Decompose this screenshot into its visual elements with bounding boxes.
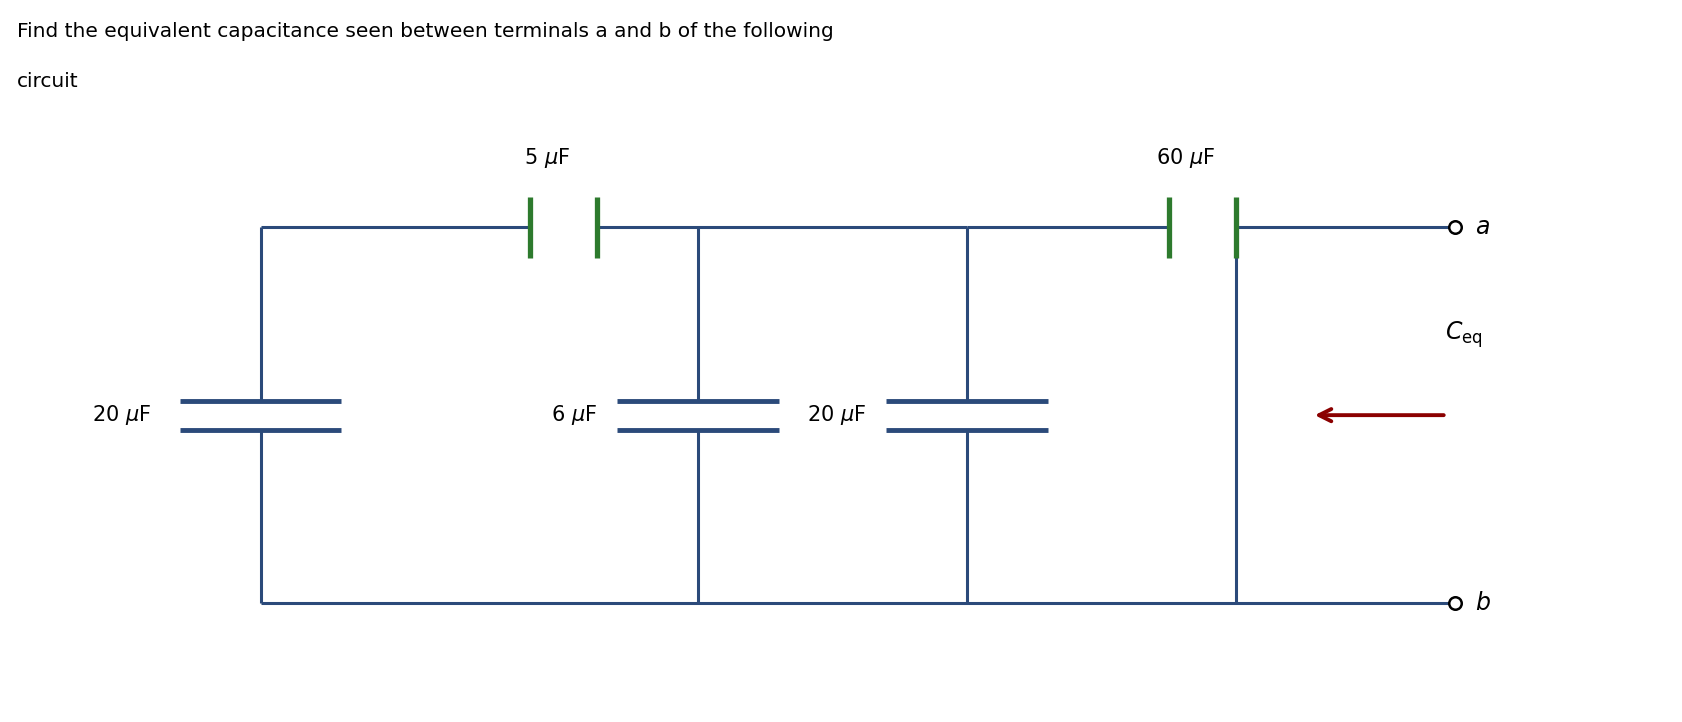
Text: $20\ \mu\mathrm{F}$: $20\ \mu\mathrm{F}$ — [93, 403, 151, 427]
Text: $6\ \mu\mathrm{F}$: $6\ \mu\mathrm{F}$ — [552, 403, 597, 427]
Text: circuit: circuit — [17, 72, 79, 91]
Text: Find the equivalent capacitance seen between terminals a and b of the following: Find the equivalent capacitance seen bet… — [17, 22, 834, 40]
Text: $C_{\rm eq}$: $C_{\rm eq}$ — [1445, 319, 1482, 350]
Text: $60\ \mu\mathrm{F}$: $60\ \mu\mathrm{F}$ — [1156, 146, 1216, 170]
Text: $5\ \mu\mathrm{F}$: $5\ \mu\mathrm{F}$ — [523, 146, 570, 170]
Text: $a$: $a$ — [1475, 215, 1490, 240]
Text: $20\ \mu\mathrm{F}$: $20\ \mu\mathrm{F}$ — [807, 403, 866, 427]
Text: $b$: $b$ — [1475, 591, 1490, 615]
